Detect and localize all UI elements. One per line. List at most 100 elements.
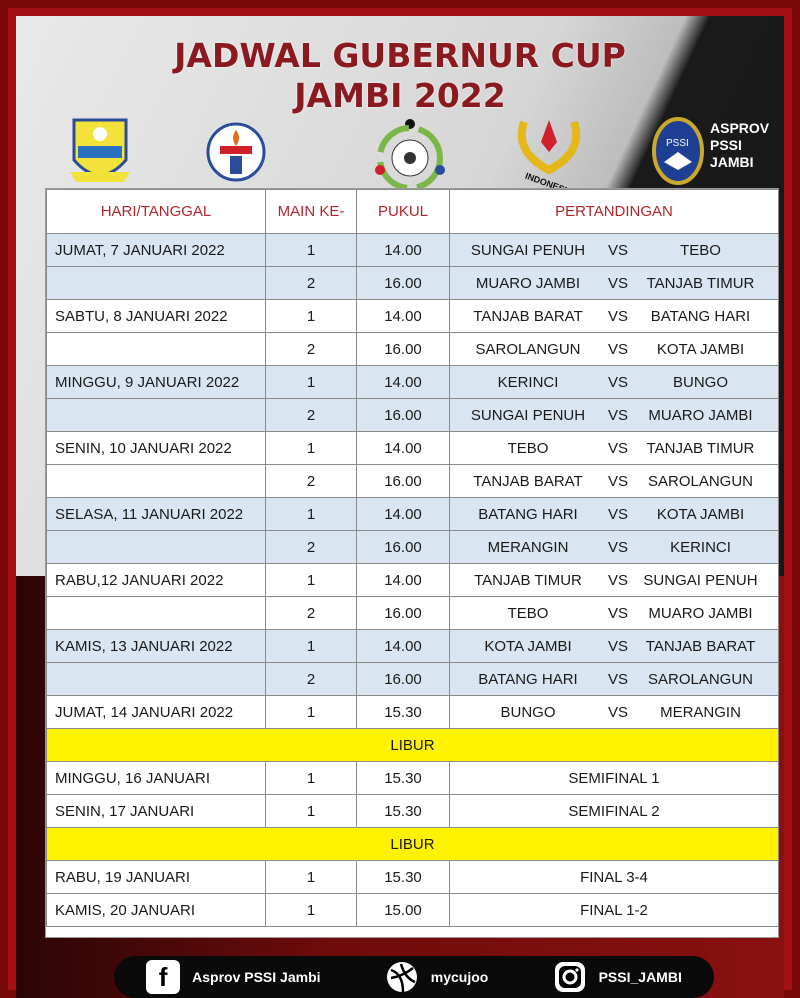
instagram-icon — [554, 962, 585, 992]
table-row: 2 16.00 TANJAB BARAT VS SAROLANGUN — [46, 464, 779, 498]
kickoff-time: 15.30 — [356, 695, 450, 729]
away-team: MUARO JAMBI — [648, 604, 753, 622]
vs-label: VS — [607, 340, 628, 358]
game-number: 1 — [265, 431, 357, 465]
table-row: SELASA, 11 JANUARI 2022 1 14.00 BATANG HARI… — [46, 497, 779, 531]
match-cell: TEBO VS TANJAB TIMUR — [449, 431, 779, 465]
vs-label: VS — [607, 571, 628, 589]
table-row: SENIN, 17 JANUARI 1 15.30 SEMIFINAL 2 — [46, 794, 779, 828]
mycujoo-link[interactable]: mycujoo — [385, 960, 488, 994]
kickoff-time: 14.00 — [356, 233, 450, 267]
home-team: KERINCI — [497, 373, 559, 391]
table-row: 2 16.00 SAROLANGUN VS KOTA JAMBI — [46, 332, 779, 366]
away-team: BATANG HARI — [650, 307, 751, 325]
libur-row: LIBUR — [46, 728, 779, 762]
match-name: FINAL 1-2 — [449, 893, 779, 927]
kickoff-time: 14.00 — [356, 299, 450, 333]
date-cell: SELASA, 11 JANUARI 2022 — [46, 497, 266, 531]
away-team: TANJAB TIMUR — [646, 274, 755, 292]
match-cell: BATANG HARI VS SAROLANGUN — [449, 662, 779, 696]
kickoff-time: 14.00 — [356, 629, 450, 663]
kemenpora-logo-icon — [206, 122, 266, 182]
vs-label: VS — [607, 505, 628, 523]
away-team: SUNGAI PENUH — [643, 571, 758, 589]
away-team: BUNGO — [672, 373, 728, 391]
game-number: 2 — [265, 398, 357, 432]
home-team: TEBO — [507, 604, 549, 622]
home-team: KOTA JAMBI — [484, 637, 572, 655]
table-row: 2 16.00 MUARO JAMBI VS TANJAB TIMUR — [46, 266, 779, 300]
game-number: 1 — [265, 497, 357, 531]
table-row: KAMIS, 20 JANUARI 1 15.00 FINAL 1-2 — [46, 893, 779, 927]
table-row: JUMAT, 14 JANUARI 2022 1 15.30 BUNGO VS MERAN… — [46, 695, 779, 729]
vs-label: VS — [607, 472, 628, 490]
vs-label: VS — [607, 406, 628, 424]
vs-label: VS — [607, 439, 628, 457]
asprov-text: ASPROV PSSI JAMBI — [710, 120, 770, 170]
date-cell — [46, 266, 266, 300]
match-cell: MERANGIN VS KERINCI — [449, 530, 779, 564]
game-number: 2 — [265, 596, 357, 630]
home-team: TEBO — [507, 439, 549, 457]
tournament-ball-logo-icon — [375, 119, 445, 188]
away-team: KOTA JAMBI — [656, 505, 745, 523]
provinsi-jambi-emblem-icon — [70, 118, 130, 182]
date-cell: SENIN, 17 JANUARI — [46, 794, 266, 828]
home-team: TANJAB BARAT — [473, 472, 583, 490]
facebook-icon: f — [146, 960, 181, 994]
table-row: JUMAT, 7 JANUARI 2022 1 14.00 SUNGAI PENUH V… — [46, 233, 779, 267]
date-cell: MINGGU, 16 JANUARI — [46, 761, 266, 795]
game-number: 1 — [265, 794, 357, 828]
date-cell — [46, 464, 266, 498]
kickoff-time: 15.30 — [356, 860, 450, 894]
away-team: TEBO — [680, 241, 721, 259]
match-cell: KOTA JAMBI VS TANJAB BARAT — [449, 629, 779, 663]
kickoff-time: 14.00 — [356, 365, 450, 399]
facebook-link[interactable]: f Asprov PSSI Jambi — [146, 960, 321, 994]
vs-label: VS — [607, 637, 628, 655]
date-cell — [46, 596, 266, 630]
table-row: SENIN, 10 JANUARI 2022 1 14.00 TEBO VS TANJAB… — [46, 431, 779, 465]
match-cell: BUNGO VS MERANGIN — [449, 695, 779, 729]
date-cell: RABU,12 JANUARI 2022 — [46, 563, 266, 597]
kickoff-time: 15.30 — [356, 794, 450, 828]
home-team: BATANG HARI — [478, 670, 578, 688]
home-team: SAROLANGUN — [475, 340, 581, 358]
koni-logo-icon — [517, 120, 581, 175]
kickoff-time: 16.00 — [356, 266, 450, 300]
away-team: SAROLANGUN — [647, 670, 754, 688]
table-row: SABTU, 8 JANUARI 2022 1 14.00 TANJAB BARAT V… — [46, 299, 779, 333]
match-cell: SUNGAI PENUH VS TEBO — [449, 233, 779, 267]
instagram-link[interactable]: PSSI_JAMBI — [553, 960, 682, 994]
kickoff-time: 16.00 — [356, 464, 450, 498]
date-cell — [46, 530, 266, 564]
date-cell: MINGGU, 9 JANUARI 2022 — [46, 365, 266, 399]
table-header: HARI/TANGGAL MAIN KE- PUKUL PERTANDINGAN — [46, 189, 779, 234]
match-cell: BATANG HARI VS KOTA JAMBI — [449, 497, 779, 531]
away-team: KERINCI — [670, 538, 731, 556]
date-cell: SENIN, 10 JANUARI 2022 — [46, 431, 266, 465]
date-cell: KAMIS, 20 JANUARI — [46, 893, 266, 927]
vs-label: VS — [607, 670, 628, 688]
match-name: SEMIFINAL 2 — [449, 794, 779, 828]
table-row: RABU, 19 JANUARI 1 15.30 FINAL 3-4 — [46, 860, 779, 894]
game-number: 2 — [265, 464, 357, 498]
kickoff-time: 16.00 — [356, 662, 450, 696]
game-number: 1 — [265, 233, 357, 267]
table-row: MINGGU, 9 JANUARI 2022 1 14.00 KERINCI VS BUN… — [46, 365, 779, 399]
date-cell: JUMAT, 7 JANUARI 2022 — [46, 233, 266, 267]
home-team: TANJAB TIMUR — [474, 571, 582, 589]
away-team: TANJAB TIMUR — [646, 439, 755, 457]
date-cell: RABU, 19 JANUARI — [46, 860, 266, 894]
date-cell: JUMAT, 14 JANUARI 2022 — [46, 695, 266, 729]
table-row: MINGGU, 16 JANUARI 1 15.30 SEMIFINAL 1 — [46, 761, 779, 795]
vs-label: VS — [607, 241, 628, 259]
match-cell: TANJAB BARAT VS BATANG HARI — [449, 299, 779, 333]
vs-label: VS — [607, 703, 628, 721]
home-team: SUNGAI PENUH — [470, 241, 586, 259]
game-number: 2 — [265, 266, 357, 300]
kickoff-time: 16.00 — [356, 596, 450, 630]
match-cell: SUNGAI PENUH VS MUARO JAMBI — [449, 398, 779, 432]
away-team: KOTA JAMBI — [656, 340, 745, 358]
vs-label: VS — [607, 307, 628, 325]
